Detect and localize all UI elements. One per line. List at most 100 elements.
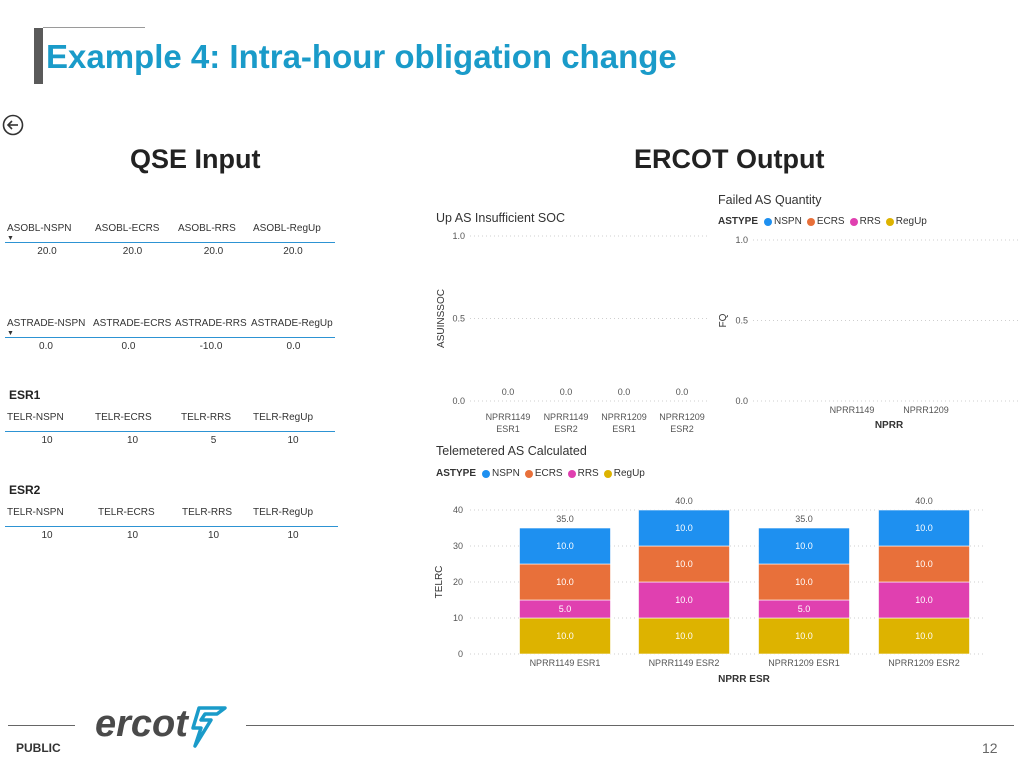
table-header-cell[interactable]: TELR-ECRS xyxy=(95,412,152,423)
table-header-cell[interactable]: ASOBL-ECRS xyxy=(95,223,160,234)
legend-label: ECRS xyxy=(816,216,845,227)
legend-title: ASTYPE xyxy=(436,468,477,479)
bar-segment xyxy=(519,527,611,565)
table-cell: 20.0 xyxy=(203,246,224,257)
x-tick-label: NPRR1209 xyxy=(601,412,647,422)
x-axis-label: NPRR xyxy=(875,420,904,431)
legend-item[interactable]: NSPN xyxy=(482,468,520,479)
y-tick-label: 0 xyxy=(458,649,463,659)
data-label: 0.0 xyxy=(560,387,573,397)
esr1-table: TELR-NSPN TELR-ECRS TELR-RRS TELR-RegUp … xyxy=(5,412,335,452)
x-tick-label: NPRR1149 xyxy=(830,405,875,415)
segment-data-label: 10.0 xyxy=(915,595,933,605)
legend-item[interactable]: RRS xyxy=(567,468,599,479)
legend-telrc: ASTYPE NSPN ECRS RRS RegUp xyxy=(436,468,650,479)
table-header-divider xyxy=(5,526,338,527)
failed-as-quantity-chart: 0.0 0.5 1.0 FQ NPRR1149 NPRR1209 NPRR xyxy=(718,235,1020,431)
data-label: 0.0 xyxy=(502,387,515,397)
x-tick-label: ESR2 xyxy=(554,424,578,434)
table-cell: 20.0 xyxy=(37,246,57,257)
legend-item[interactable]: ECRS xyxy=(806,216,845,227)
table-cell: 10 xyxy=(207,530,220,541)
legend-label: NSPN xyxy=(492,468,520,479)
legend-label: RRS xyxy=(577,468,599,479)
footer-divider-right xyxy=(246,725,1014,726)
legend-dot-icon xyxy=(764,217,773,226)
table-header-cell[interactable]: TELR-RRS xyxy=(182,507,233,518)
table-header-cell[interactable]: TELR-NSPN xyxy=(7,412,64,423)
table-header-cell[interactable]: TELR-RegUp xyxy=(253,412,314,423)
bar-segment xyxy=(878,617,970,655)
segment-data-label: 10.0 xyxy=(795,631,813,641)
legend-item[interactable]: RegUp xyxy=(603,468,645,479)
back-arrow-icon[interactable] xyxy=(2,114,24,136)
x-tick-label: NPRR1209 xyxy=(659,412,705,422)
total-label: 35.0 xyxy=(795,514,813,524)
table-header-cell[interactable]: ASOBL-RegUp xyxy=(253,223,321,234)
bar-segment xyxy=(638,545,730,583)
telemetered-as-calculated-chart: 0 10 20 30 40 TELRC 10.0 5.0 10.0 10.0 35.0 NPRR114… xyxy=(434,496,985,685)
title-top-line xyxy=(43,27,145,28)
table-header-cell[interactable]: TELR-NSPN xyxy=(7,507,64,518)
table-header-cell[interactable]: TELR-RegUp xyxy=(253,507,314,518)
x-tick-label: NPRR1149 ESR2 xyxy=(649,658,720,668)
table-header-cell[interactable]: TELR-RRS xyxy=(181,412,232,423)
esr1-label: ESR1 xyxy=(9,388,41,402)
legend-label: RegUp xyxy=(613,468,645,479)
table-header-cell[interactable]: TELR-ECRS xyxy=(98,507,155,518)
legend-title: ASTYPE xyxy=(718,216,759,227)
legend-item[interactable]: NSPN xyxy=(764,216,802,227)
table-cell: 10 xyxy=(287,435,299,446)
table-header-cell[interactable]: ASTRADE-RegUp xyxy=(251,318,333,329)
table-header-cell[interactable]: ASOBL-RRS xyxy=(178,223,236,234)
table-header-cell[interactable]: ASTRADE-RRS xyxy=(175,318,247,329)
segment-data-label: 10.0 xyxy=(915,523,933,533)
legend-item[interactable]: RegUp xyxy=(885,216,927,227)
bar-segment xyxy=(638,509,730,547)
segment-data-label: 10.0 xyxy=(915,559,933,569)
table-cell: 0.0 xyxy=(286,341,301,352)
sort-caret-icon[interactable]: ▼ xyxy=(7,235,14,242)
table-cell: 0.0 xyxy=(39,341,53,352)
chart-title-fq: Failed AS Quantity xyxy=(718,193,822,207)
legend-dot-icon xyxy=(849,217,858,226)
page-title: Example 4: Intra-hour obligation change xyxy=(46,38,677,75)
lightning-bolt-icon xyxy=(191,706,227,748)
legend-item[interactable]: ECRS xyxy=(524,468,563,479)
legend-label: NSPN xyxy=(774,216,802,227)
sort-caret-icon[interactable]: ▼ xyxy=(7,330,14,337)
legend-fq: ASTYPE NSPN ECRS RRS RegUp xyxy=(718,216,932,227)
table-header-divider xyxy=(5,337,335,338)
table-cell: 10 xyxy=(41,530,53,541)
legend-label: RRS xyxy=(859,216,881,227)
table-header-cell[interactable]: ASTRADE-NSPN xyxy=(7,318,86,329)
table-cell: -10.0 xyxy=(199,341,223,352)
table-cell: 10 xyxy=(126,530,139,541)
table-cell: 5 xyxy=(210,435,217,446)
bar-segment xyxy=(878,581,970,619)
x-tick-label: ESR2 xyxy=(670,424,694,434)
y-tick-label: 0.0 xyxy=(735,396,748,406)
segment-data-label: 10.0 xyxy=(675,631,693,641)
table-cell: 10 xyxy=(287,530,299,541)
y-tick-label: 1.0 xyxy=(735,235,748,245)
segment-data-label: 10.0 xyxy=(675,559,693,569)
segment-data-label: 10.0 xyxy=(556,577,574,587)
table-header-divider xyxy=(5,431,335,432)
segment-data-label: 10.0 xyxy=(556,541,574,551)
legend-dot-icon xyxy=(482,469,491,478)
data-label: 0.0 xyxy=(676,387,689,397)
x-tick-label: NPRR1209 ESR2 xyxy=(888,658,960,668)
table-header-cell[interactable]: ASTRADE-ECRS xyxy=(93,318,172,329)
segment-data-label: 5.0 xyxy=(559,604,572,614)
legend-item[interactable]: RRS xyxy=(849,216,881,227)
y-axis-label: TELRC xyxy=(434,566,445,599)
x-tick-label: NPRR1209 xyxy=(903,405,949,415)
legend-dot-icon xyxy=(567,469,576,478)
title-accent-bar xyxy=(34,28,43,84)
table-header-cell[interactable]: ASOBL-NSPN xyxy=(7,223,72,234)
up-as-insufficient-soc-chart: 0.0 0.5 1.0 ASUINSSOC 0.0 NPRR1149 ESR1 0.0 NPRR… xyxy=(436,231,710,434)
chart-title-telrc: Telemetered AS Calculated xyxy=(436,444,587,458)
segment-data-label: 10.0 xyxy=(556,631,574,641)
total-label: 40.0 xyxy=(915,496,933,506)
